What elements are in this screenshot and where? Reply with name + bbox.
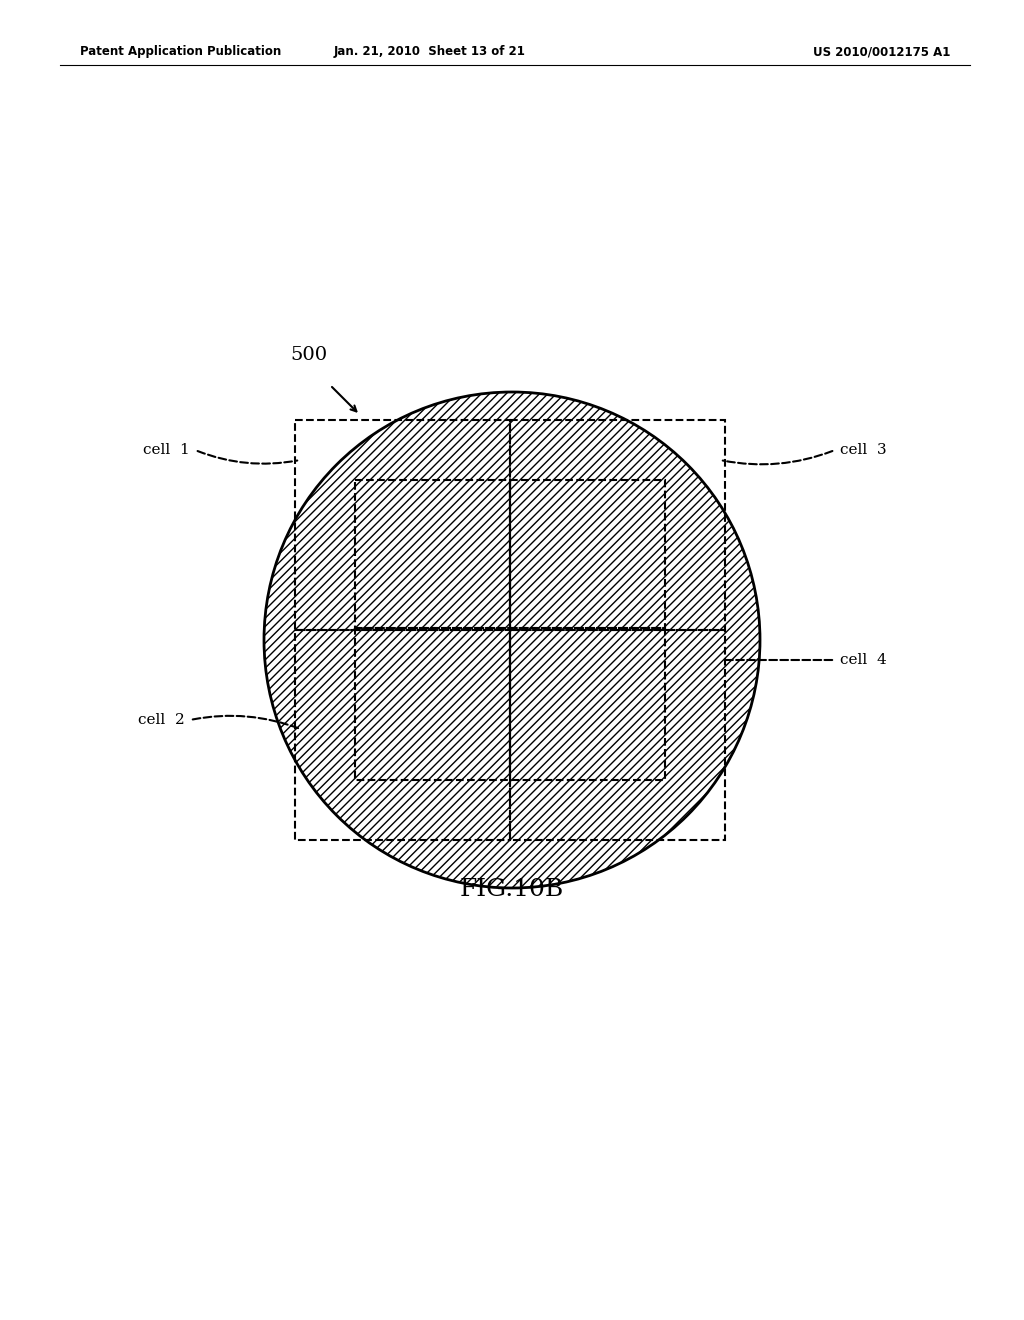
Bar [510, 480, 665, 628]
Bar [295, 630, 510, 840]
Text: US 2010/0012175 A1: US 2010/0012175 A1 [813, 45, 950, 58]
Bar [355, 480, 510, 628]
Bar [510, 630, 725, 840]
Text: cell  1: cell 1 [143, 444, 190, 457]
Text: cell  2: cell 2 [138, 713, 185, 727]
Text: Patent Application Publication: Patent Application Publication [80, 45, 282, 58]
Circle shape [264, 392, 760, 888]
Text: Jan. 21, 2010  Sheet 13 of 21: Jan. 21, 2010 Sheet 13 of 21 [334, 45, 526, 58]
Text: cell  3: cell 3 [840, 444, 887, 457]
Bar [355, 628, 510, 780]
Text: cell  4: cell 4 [840, 653, 887, 667]
Bar [510, 420, 725, 630]
Bar [510, 628, 665, 780]
Bar [295, 420, 510, 630]
Text: 500: 500 [290, 346, 327, 364]
Text: FIG.10B: FIG.10B [460, 879, 564, 902]
